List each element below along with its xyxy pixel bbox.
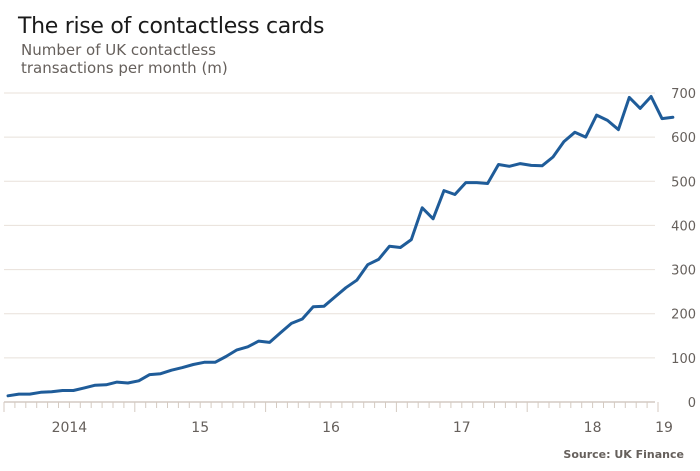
y-tick-label: 300	[671, 264, 696, 279]
y-tick-label: 400	[671, 219, 696, 234]
y-tick-label: 200	[671, 308, 696, 323]
y-tick-label: 500	[671, 175, 696, 190]
chart-title: The rise of contactless cards	[18, 14, 325, 39]
x-tick-label: 17	[453, 420, 471, 436]
x-tick-label: 2014	[52, 420, 88, 436]
y-tick-label: 700	[671, 87, 696, 102]
x-tick-label: 19	[655, 420, 673, 436]
y-tick-label: 600	[671, 131, 696, 146]
series-line	[6, 95, 675, 398]
x-tick-label: 18	[584, 420, 602, 436]
y-tick-label: 0	[688, 396, 696, 411]
chart-subtitle: Number of UK contactless transactions pe…	[21, 41, 228, 77]
x-tick-label: 16	[322, 420, 340, 436]
y-tick-label: 100	[671, 352, 696, 367]
source-note: Source: UK Finance	[563, 448, 684, 461]
x-tick-label: 15	[191, 420, 209, 436]
